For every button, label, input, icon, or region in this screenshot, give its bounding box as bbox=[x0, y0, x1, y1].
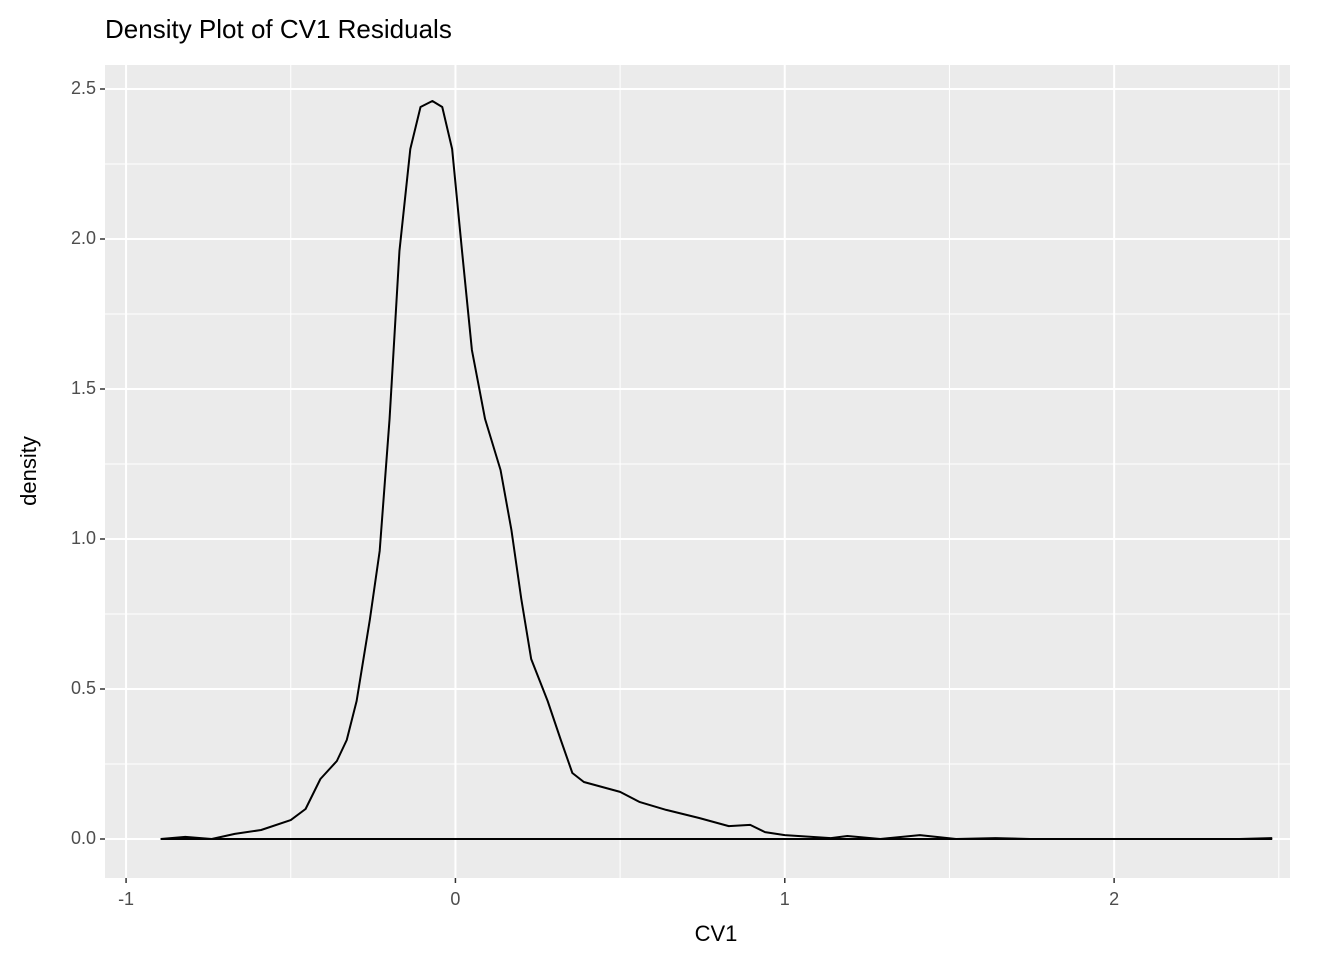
y-tick-label: 1.5 bbox=[71, 378, 96, 398]
x-axis-label: CV1 bbox=[695, 921, 738, 946]
plot-area bbox=[160, 100, 1273, 840]
y-tick-label: 1.0 bbox=[71, 528, 96, 548]
grid bbox=[105, 65, 1290, 878]
x-tick-label: 0 bbox=[450, 889, 460, 909]
density-line bbox=[160, 100, 1273, 840]
x-tick-label: 2 bbox=[1109, 889, 1119, 909]
panel bbox=[105, 65, 1290, 878]
x-tick-label: 1 bbox=[780, 889, 790, 909]
y-axis-label: density bbox=[16, 436, 41, 506]
y-tick-label: 2.5 bbox=[71, 78, 96, 98]
chart-title: Density Plot of CV1 Residuals bbox=[105, 14, 452, 44]
y-tick-label: 0.5 bbox=[71, 678, 96, 698]
y-tick-label: 0.0 bbox=[71, 828, 96, 848]
y-tick-label: 2.0 bbox=[71, 228, 96, 248]
x-tick-label: -1 bbox=[118, 889, 134, 909]
